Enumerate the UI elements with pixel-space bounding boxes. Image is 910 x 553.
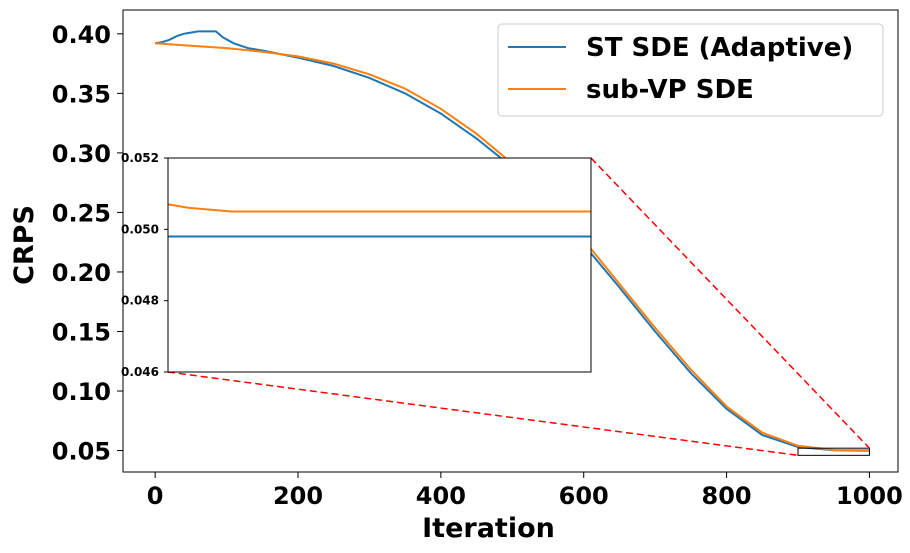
inset-frame bbox=[167, 157, 592, 373]
zoom-connector-upper bbox=[590, 157, 870, 449]
x-tick-label-2: 400 bbox=[416, 482, 466, 510]
x-tick-label-5: 1000 bbox=[836, 482, 903, 510]
x-tick-label-1: 200 bbox=[273, 482, 323, 510]
y-tick-label-3: 0.20 bbox=[52, 259, 111, 287]
inset-series-line-1 bbox=[167, 203, 591, 213]
legend: ST SDE (Adaptive) sub-VP SDE bbox=[497, 23, 884, 117]
y-tick-label-7: 0.40 bbox=[52, 21, 111, 49]
inset-zoom-axes: 0.046 0.048 0.050 0.052 bbox=[121, 151, 592, 379]
axes-frame bbox=[122, 9, 899, 473]
x-tick-label-0: 0 bbox=[147, 482, 164, 510]
y-tick-label-5: 0.30 bbox=[52, 140, 111, 168]
inset-y-tick-label-2: 0.050 bbox=[121, 222, 159, 236]
zoom-region-box bbox=[797, 447, 870, 456]
y-tick-label-2: 0.15 bbox=[52, 318, 111, 346]
series-line-0 bbox=[154, 30, 870, 452]
inset-y-tick-label-0: 0.046 bbox=[121, 365, 159, 379]
inset-y-tick-label-1: 0.048 bbox=[121, 294, 159, 308]
axes-layer: 0 200 400 600 800 1000 0.05 0.10 0.15 0.20 0.25 0.3… bbox=[9, 9, 903, 544]
inset-background bbox=[168, 158, 591, 372]
zoom-connector-lower bbox=[167, 371, 799, 457]
legend-label-1: sub-VP SDE bbox=[586, 75, 754, 105]
inset-y-tick-label-3: 0.052 bbox=[121, 151, 159, 165]
y-tick-label-6: 0.35 bbox=[52, 80, 111, 108]
y-tick-label-1: 0.10 bbox=[52, 378, 111, 406]
legend-label-0: ST SDE (Adaptive) bbox=[586, 33, 853, 63]
x-axis-label: Iteration bbox=[422, 513, 555, 544]
x-tick-label-4: 800 bbox=[702, 482, 752, 510]
y-tick-label-0: 0.05 bbox=[52, 438, 111, 466]
y-axis-label: CRPS bbox=[9, 205, 40, 285]
y-tick-label-4: 0.25 bbox=[52, 199, 111, 227]
x-tick-label-3: 600 bbox=[559, 482, 609, 510]
legend-box bbox=[497, 23, 884, 117]
zoom-indicator-layer bbox=[167, 157, 870, 457]
